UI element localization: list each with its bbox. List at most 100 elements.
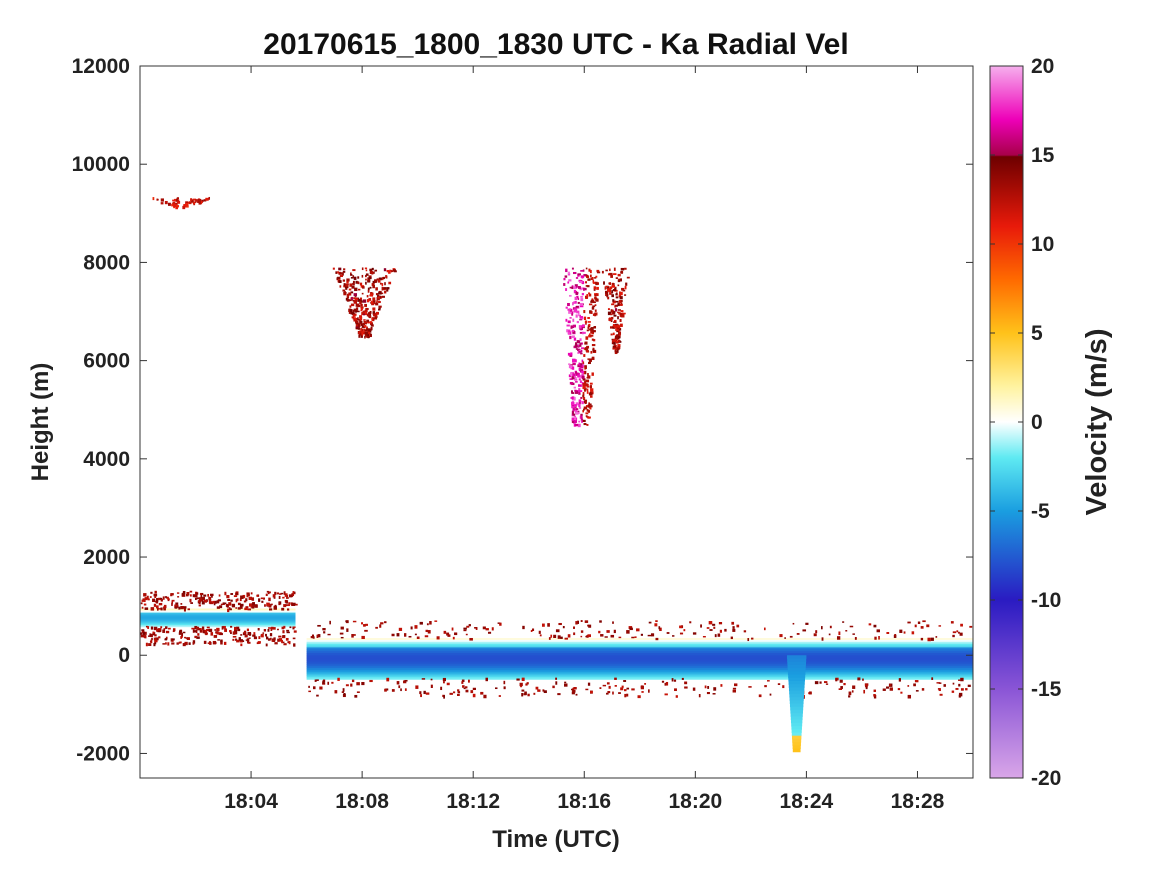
clutter-speck bbox=[520, 685, 522, 688]
clutter-speck bbox=[195, 597, 197, 601]
clutter-speck bbox=[171, 642, 175, 645]
echo-speck bbox=[377, 296, 381, 299]
echo-speck bbox=[585, 412, 589, 415]
clutter-speck bbox=[364, 629, 368, 632]
echo-speck bbox=[198, 201, 202, 205]
clutter-speck bbox=[266, 602, 270, 607]
band-stripe bbox=[140, 611, 296, 613]
echo-speck bbox=[373, 312, 376, 316]
clutter-speck bbox=[194, 625, 198, 630]
clutter-speck bbox=[952, 634, 955, 638]
echo-speck bbox=[610, 316, 614, 320]
clutter-speck bbox=[216, 600, 220, 604]
dip-stripe bbox=[789, 700, 804, 704]
echo-speck bbox=[574, 418, 577, 421]
echo-speck bbox=[193, 202, 196, 205]
band-stripe bbox=[140, 615, 296, 618]
echo-speck bbox=[355, 326, 359, 329]
clutter-speck bbox=[172, 628, 176, 632]
clutter-speck bbox=[167, 598, 170, 601]
echo-speck bbox=[615, 348, 618, 350]
echo-speck bbox=[361, 292, 364, 295]
echo-speck bbox=[589, 269, 592, 274]
clutter-speck bbox=[599, 687, 602, 689]
echo-speck bbox=[589, 403, 592, 406]
echo-speck bbox=[580, 349, 583, 353]
clutter-speck bbox=[564, 683, 568, 687]
clutter-speck bbox=[365, 623, 368, 626]
echo-speck bbox=[616, 349, 619, 353]
echo-speck bbox=[371, 272, 374, 275]
dip-stripe bbox=[790, 716, 803, 721]
echo-speck bbox=[587, 404, 591, 408]
echo-speck bbox=[569, 381, 574, 385]
clutter-speck bbox=[938, 688, 941, 692]
dip-stripe bbox=[789, 690, 805, 695]
echo-speck bbox=[582, 324, 585, 328]
echo-speck bbox=[568, 363, 571, 366]
echo-speck bbox=[572, 407, 575, 411]
clutter-speck bbox=[470, 690, 474, 694]
echo-speck bbox=[381, 287, 384, 291]
echo-speck bbox=[605, 285, 609, 288]
echo-speck bbox=[359, 320, 363, 324]
echo-speck bbox=[367, 331, 371, 334]
feature-convective-core bbox=[563, 267, 601, 428]
clutter-speck bbox=[248, 603, 253, 607]
echo-speck bbox=[368, 315, 372, 319]
echo-speck bbox=[353, 276, 357, 280]
echo-speck bbox=[591, 332, 595, 335]
echo-speck bbox=[350, 276, 354, 279]
clutter-speck bbox=[720, 684, 723, 687]
clutter-speck bbox=[157, 628, 162, 631]
clutter-speck bbox=[229, 608, 232, 611]
band-stripe bbox=[140, 620, 296, 623]
echo-speck bbox=[571, 376, 575, 380]
band-stripe bbox=[140, 610, 296, 612]
echo-speck bbox=[583, 354, 586, 357]
clutter-speck bbox=[141, 599, 144, 602]
clutter-speck bbox=[195, 626, 200, 629]
echo-speck bbox=[369, 270, 373, 274]
clutter-speck bbox=[232, 631, 236, 635]
clutter-speck bbox=[270, 628, 273, 632]
echo-speck bbox=[568, 279, 572, 282]
dip-stripe bbox=[791, 729, 802, 733]
echo-speck bbox=[360, 327, 363, 332]
echo-speck bbox=[350, 291, 354, 294]
echo-speck bbox=[618, 327, 621, 330]
clutter-speck bbox=[960, 623, 963, 627]
clutter-speck bbox=[876, 629, 880, 633]
clutter-speck bbox=[342, 688, 345, 692]
clutter-speck bbox=[612, 621, 614, 624]
echo-speck bbox=[617, 325, 621, 328]
dip-stripe bbox=[792, 745, 801, 750]
clutter-speck bbox=[736, 624, 740, 628]
clutter-speck bbox=[555, 681, 558, 685]
echo-speck bbox=[363, 313, 366, 316]
clutter-speck bbox=[155, 605, 159, 609]
echo-speck bbox=[611, 342, 615, 345]
clutter-speck bbox=[160, 626, 163, 629]
echo-speck bbox=[574, 344, 578, 348]
clutter-speck bbox=[235, 592, 238, 595]
dip-stripe bbox=[792, 738, 802, 743]
clutter-speck bbox=[838, 688, 843, 690]
clutter-speck bbox=[216, 632, 219, 635]
echo-speck bbox=[362, 299, 367, 303]
band-stripe bbox=[306, 639, 973, 643]
clutter-speck bbox=[921, 688, 925, 691]
clutter-speck bbox=[222, 602, 227, 605]
echo-speck bbox=[572, 302, 574, 306]
clutter-speck bbox=[221, 626, 224, 630]
clutter-speck bbox=[960, 688, 964, 691]
echo-speck bbox=[349, 283, 353, 287]
echo-speck bbox=[578, 388, 581, 391]
x-tick-label: 18:24 bbox=[780, 790, 834, 813]
clutter-speck bbox=[218, 594, 221, 597]
clutter-speck bbox=[485, 677, 488, 682]
echo-speck bbox=[613, 267, 616, 271]
echo-speck bbox=[563, 278, 566, 281]
echo-speck bbox=[376, 278, 379, 281]
clutter-speck bbox=[258, 636, 261, 640]
